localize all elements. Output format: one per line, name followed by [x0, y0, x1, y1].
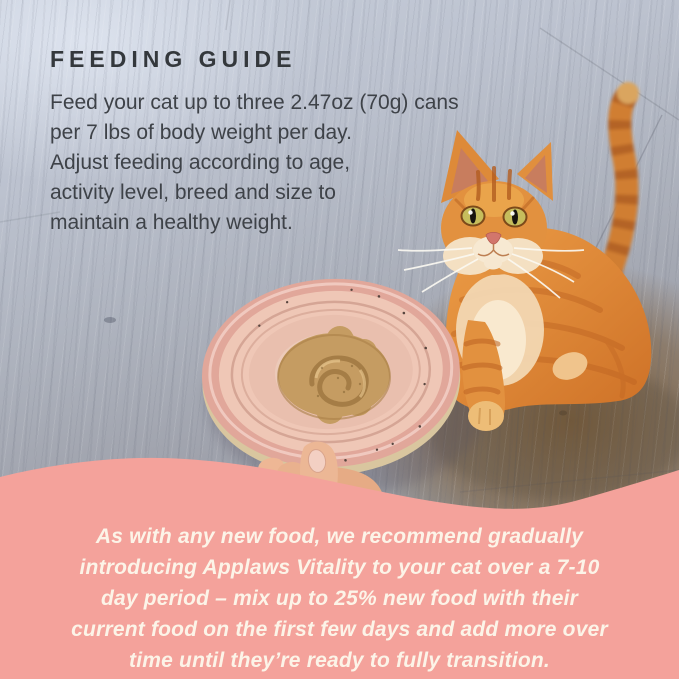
cat-paw-right [552, 352, 588, 380]
cat-paw-left [468, 401, 504, 431]
cat-front-leg [462, 320, 506, 428]
pink-wave-footer [0, 457, 679, 679]
cat-chin [484, 256, 502, 270]
food-texture-dots [316, 364, 362, 398]
plate-ring-2 [240, 308, 421, 436]
food-swirl-line [309, 355, 369, 407]
cat-nose [485, 231, 502, 245]
food-swirl [277, 326, 391, 424]
feeding-guide-body: Feed your cat up to three 2.47oz (70g) c… [50, 91, 459, 234]
thumb-nail [307, 449, 327, 473]
transition-note: As with any new food, we recommend gradu… [71, 525, 608, 672]
cat-eye-left [460, 205, 486, 227]
cat-whiskers [397, 247, 585, 299]
cat-ear-right-inner [525, 155, 547, 193]
feeding-guide-heading: FEEDING GUIDE [50, 46, 297, 72]
cat-leg-stripes [461, 338, 503, 395]
cat-paw-toes [478, 407, 491, 425]
cat-illustration [397, 82, 652, 431]
cat-mouth [477, 244, 510, 257]
cat-eye-right [502, 206, 528, 228]
cat-head [397, 130, 585, 299]
plate-ring-1 [230, 300, 432, 444]
